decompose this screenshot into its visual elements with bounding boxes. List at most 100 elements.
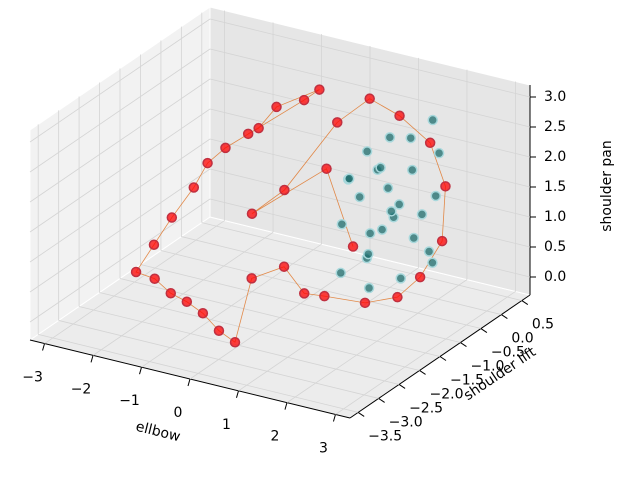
- data-point: [149, 273, 160, 284]
- grid-line: [58, 320, 379, 399]
- y-tick: [501, 314, 508, 319]
- grid-line: [209, 18, 531, 98]
- data-point: [436, 235, 448, 247]
- grid-line: [209, 48, 531, 128]
- data-point: [166, 212, 178, 223]
- data-point: [427, 257, 438, 268]
- y-tick-label: 0.5: [532, 317, 554, 333]
- data-point: [363, 248, 374, 260]
- grid-line: [140, 264, 461, 343]
- x-tick: [187, 378, 191, 387]
- data-point: [298, 288, 310, 299]
- y-tick: [480, 328, 488, 333]
- data-point: [382, 182, 394, 194]
- data-point: [242, 128, 254, 140]
- z-tick-label: 1.0: [544, 209, 566, 225]
- y-tick-label: −2.5: [409, 400, 443, 416]
- data-point: [213, 325, 225, 336]
- grid-line: [209, 78, 531, 158]
- grid-line: [99, 292, 420, 371]
- data-point: [408, 232, 420, 244]
- data-point: [416, 209, 428, 220]
- x-tick: [139, 367, 142, 375]
- y-tick: [460, 342, 467, 347]
- grid-line: [29, 168, 211, 293]
- data-point: [392, 291, 403, 303]
- data-point: [347, 241, 359, 252]
- grid-line: [160, 250, 482, 329]
- z-tick-label: 0.0: [544, 269, 566, 285]
- data-point: [386, 206, 397, 217]
- x-tick-label: 0: [174, 405, 183, 421]
- data-point: [332, 117, 343, 128]
- data-point: [335, 267, 347, 279]
- trajectory-line: [135, 89, 446, 343]
- y-tick: [398, 384, 406, 389]
- y-tick: [521, 300, 529, 306]
- x-tick-label: −2: [71, 381, 92, 397]
- y-tick: [439, 356, 447, 361]
- data-point: [279, 184, 290, 196]
- data-point: [148, 239, 160, 251]
- grid-line: [29, 78, 211, 203]
- y-tick: [419, 370, 426, 375]
- z-tick-label: 2.0: [544, 149, 566, 165]
- grid-line: [29, 138, 211, 263]
- x-tick: [236, 390, 239, 398]
- data-point: [229, 337, 241, 348]
- data-point: [246, 208, 258, 219]
- data-point: [319, 290, 330, 302]
- grid-line: [29, 198, 211, 323]
- data-point: [202, 157, 213, 169]
- y-tick-label: 0.0: [511, 331, 533, 347]
- data-point: [364, 93, 375, 104]
- data-point: [405, 132, 417, 144]
- data-point: [220, 142, 231, 154]
- grid-line: [29, 48, 211, 173]
- z-tick-label: 0.5: [544, 239, 566, 255]
- grid-line: [29, 18, 211, 143]
- data-point: [165, 288, 177, 299]
- z-axis-label: shoulder pan: [599, 140, 615, 232]
- data-point: [130, 266, 142, 278]
- data-point: [364, 228, 376, 239]
- y-tick-label: −0.5: [491, 345, 525, 361]
- data-point: [321, 163, 332, 174]
- x-tick: [90, 355, 94, 363]
- data-point: [246, 273, 257, 284]
- data-point: [395, 273, 407, 284]
- data-point: [393, 199, 405, 210]
- x-tick: [332, 414, 336, 422]
- grid-line: [29, 108, 211, 233]
- data-point: [394, 110, 405, 121]
- data-point: [414, 271, 426, 283]
- x-tick-label: 2: [271, 429, 280, 445]
- x-axis-label: ellbow: [134, 419, 182, 445]
- data-point: [188, 182, 200, 193]
- data-point: [181, 296, 193, 307]
- data-point: [271, 101, 282, 113]
- z-tick-label: 2.5: [544, 119, 566, 135]
- grid-line: [209, 138, 531, 218]
- data-point: [363, 282, 375, 294]
- x-tick-label: 3: [319, 440, 328, 456]
- data-point: [424, 137, 436, 149]
- x-tick: [42, 343, 46, 351]
- x-tick-label: −1: [119, 393, 140, 409]
- y-tick-label: −2.0: [430, 386, 464, 402]
- x-tick-label: 1: [222, 417, 231, 433]
- data-point: [336, 218, 348, 230]
- data-point: [427, 114, 438, 126]
- data-point: [384, 132, 396, 143]
- data-point: [343, 173, 355, 184]
- z-tick-label: 3.0: [544, 89, 566, 105]
- data-point: [354, 191, 365, 203]
- axes-panes: [28, 6, 532, 419]
- data-point: [375, 162, 386, 173]
- z-tick-label: 1.5: [544, 179, 566, 195]
- grid-line: [38, 334, 359, 413]
- data-point: [361, 146, 373, 157]
- y-tick-label: −1.0: [470, 359, 504, 375]
- data-point: [278, 261, 290, 272]
- data-point: [423, 246, 435, 257]
